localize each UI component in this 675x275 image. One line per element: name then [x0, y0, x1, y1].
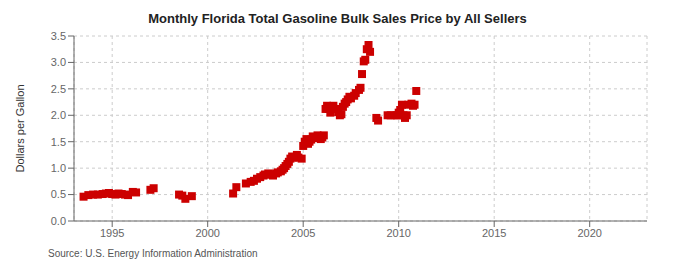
- svg-text:1995: 1995: [100, 227, 124, 239]
- svg-text:2010: 2010: [386, 227, 410, 239]
- svg-text:0.5: 0.5: [51, 188, 66, 200]
- svg-text:3.0: 3.0: [51, 56, 66, 68]
- svg-text:2020: 2020: [577, 227, 601, 239]
- html-text:Source: U.S. Energy Informatio: Source: U.S. Energy Information Administ…: [48, 248, 258, 259]
- svg-text:2000: 2000: [195, 227, 219, 239]
- svg-text:1.0: 1.0: [51, 162, 66, 174]
- svg-text:1.5: 1.5: [51, 136, 66, 148]
- svg-text:2005: 2005: [291, 227, 315, 239]
- svg-text:2.5: 2.5: [51, 83, 66, 95]
- svg-text:2.0: 2.0: [51, 109, 66, 121]
- html-text:Monthly Florida Total Gasoline: Monthly Florida Total Gasoline Bulk Sale…: [148, 11, 527, 26]
- svg-text:0.0: 0.0: [51, 215, 66, 227]
- svg-text:3.5: 3.5: [51, 30, 66, 42]
- svg-text:Dollars per Gallon: Dollars per Gallon: [14, 84, 26, 172]
- svg-text:2015: 2015: [482, 227, 506, 239]
